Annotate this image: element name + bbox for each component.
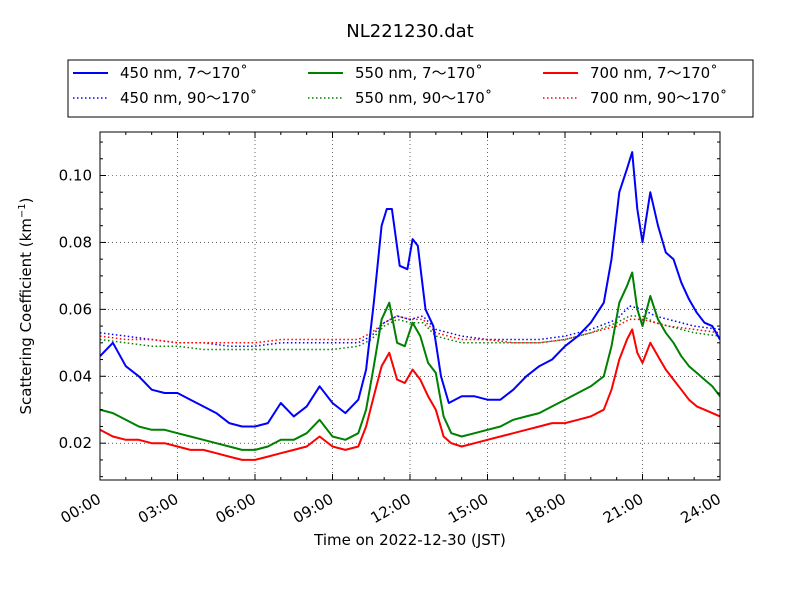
series-line-3 xyxy=(100,315,720,351)
grid-lines xyxy=(99,132,721,480)
x-tick-label: 00:00 xyxy=(58,490,104,527)
series-line-4 xyxy=(100,328,720,461)
y-axis-label-exponent: −1 xyxy=(17,203,28,218)
series-line-5 xyxy=(100,315,720,344)
legend-label: 450 nm, 90～170˚ xyxy=(120,89,257,107)
legend: 450 nm, 7～170˚ 450 nm, 90～170˚ 550 nm, 7～1… xyxy=(67,59,754,118)
x-tick-label: 03:00 xyxy=(135,490,181,527)
legend-label: 550 nm, 7～170˚ xyxy=(355,64,483,82)
legend-label: 550 nm, 90～170˚ xyxy=(355,89,492,107)
chart-title: NL221230.dat xyxy=(346,21,473,42)
x-tick-label: 18:00 xyxy=(523,490,569,527)
y-tick-label: 0.08 xyxy=(59,233,92,251)
y-tick-label: 0.10 xyxy=(59,167,92,185)
axis-ticks: 00:00 03:00 06:00 09:00 12:00 15:00 18:00 21:00… xyxy=(58,132,724,527)
legend-label: 700 nm, 7～170˚ xyxy=(590,64,718,82)
y-axis-label-close: ) xyxy=(17,197,35,203)
data-series xyxy=(100,151,720,461)
series-line-2 xyxy=(100,271,720,451)
legend-label: 700 nm, 90～170˚ xyxy=(590,89,727,107)
x-axis-label: Time on 2022-12-30 (JST) xyxy=(313,531,506,549)
x-tick-label: 09:00 xyxy=(290,490,336,527)
series-line-0 xyxy=(100,151,720,428)
y-axis-label: Scattering Coefficient (km−1) xyxy=(17,197,35,414)
x-tick-label: 06:00 xyxy=(213,490,259,527)
y-tick-label: 0.02 xyxy=(59,434,92,452)
legend-label: 450 nm, 7～170˚ xyxy=(120,64,248,82)
y-axis-label-main: Scattering Coefficient (km xyxy=(17,218,35,414)
y-tick-label: 0.06 xyxy=(59,300,92,318)
legend-box xyxy=(67,59,754,118)
x-tick-label: 21:00 xyxy=(600,490,646,527)
x-tick-label: 12:00 xyxy=(368,490,414,527)
x-tick-label: 15:00 xyxy=(445,490,491,527)
y-tick-label: 0.04 xyxy=(59,367,92,385)
x-tick-label: 24:00 xyxy=(678,490,724,527)
